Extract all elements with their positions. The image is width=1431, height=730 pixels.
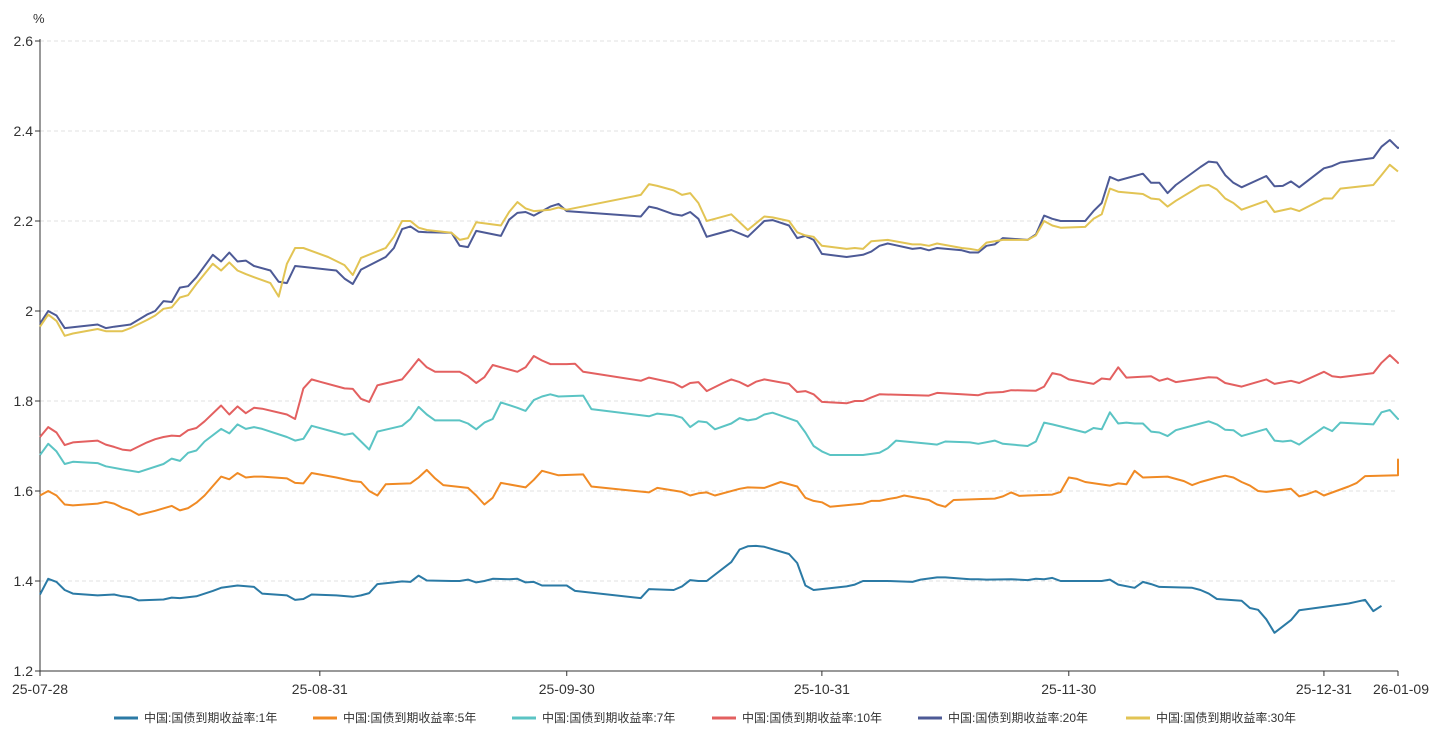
legend-label: 中国:国债到期收益率:7年 (542, 710, 675, 725)
y-tick-label: 1.6 (14, 483, 34, 499)
series-3 (39, 393, 1399, 474)
y-axis: % 1.2 1.4 1.6 1.8 2 2.2 2.4 2.6 (14, 11, 45, 679)
x-tick-label: 25-08-31 (292, 681, 348, 697)
legend[interactable]: 中国:国债到期收益率:1年 中国:国债到期收益率:5年 中国:国债到期收益率:7年 中… (114, 710, 1296, 725)
series-lines (39, 139, 1399, 634)
y-tick-label: 2.4 (14, 123, 34, 139)
legend-label: 中国:国债到期收益率:20年 (948, 710, 1088, 725)
grid-lines (40, 40, 1398, 582)
series-1 (39, 544, 1383, 634)
legend-item-6[interactable]: 中国:国债到期收益率:30年 (1126, 710, 1296, 725)
y-tick-label: 2.6 (14, 33, 34, 49)
legend-label: 中国:国债到期收益率:30年 (1156, 710, 1296, 725)
series-2 (39, 458, 1399, 516)
x-tick-label: 26-01-09 (1373, 681, 1429, 697)
series-line (39, 163, 1399, 337)
series-4 (39, 354, 1399, 452)
legend-item-2[interactable]: 中国:国债到期收益率:5年 (313, 710, 476, 725)
x-tick-label: 25-12-31 (1296, 681, 1352, 697)
x-tick-label: 25-07-28 (12, 681, 68, 697)
legend-label: 中国:国债到期收益率:10年 (742, 710, 882, 725)
x-axis: 25-07-28 25-08-31 25-09-30 25-10-31 25-11-30… (12, 670, 1429, 697)
x-tick-label: 25-10-31 (794, 681, 850, 697)
y-axis-unit: % (33, 11, 45, 26)
legend-label: 中国:国债到期收益率:1年 (144, 710, 277, 725)
legend-label: 中国:国债到期收益率:5年 (343, 710, 476, 725)
series-line (39, 139, 1399, 330)
series-line (39, 544, 1383, 634)
legend-item-3[interactable]: 中国:国债到期收益率:7年 (512, 710, 675, 725)
x-tick-label: 25-09-30 (539, 681, 595, 697)
legend-item-5[interactable]: 中国:国债到期收益率:20年 (918, 710, 1088, 725)
y-tick-label: 2.2 (14, 213, 34, 229)
y-tick-label: 1.8 (14, 393, 34, 409)
y-tick-label: 2 (25, 303, 33, 319)
series-line (39, 393, 1399, 474)
y-tick-label: 1.2 (14, 663, 34, 679)
series-line (39, 458, 1399, 516)
x-tick-label: 25-11-30 (1041, 681, 1096, 697)
legend-item-1[interactable]: 中国:国债到期收益率:1年 (114, 710, 277, 725)
series-line (39, 354, 1399, 452)
legend-item-4[interactable]: 中国:国债到期收益率:10年 (712, 710, 882, 725)
series-5 (39, 139, 1399, 330)
y-tick-label: 1.4 (14, 573, 34, 589)
series-6 (39, 163, 1399, 337)
